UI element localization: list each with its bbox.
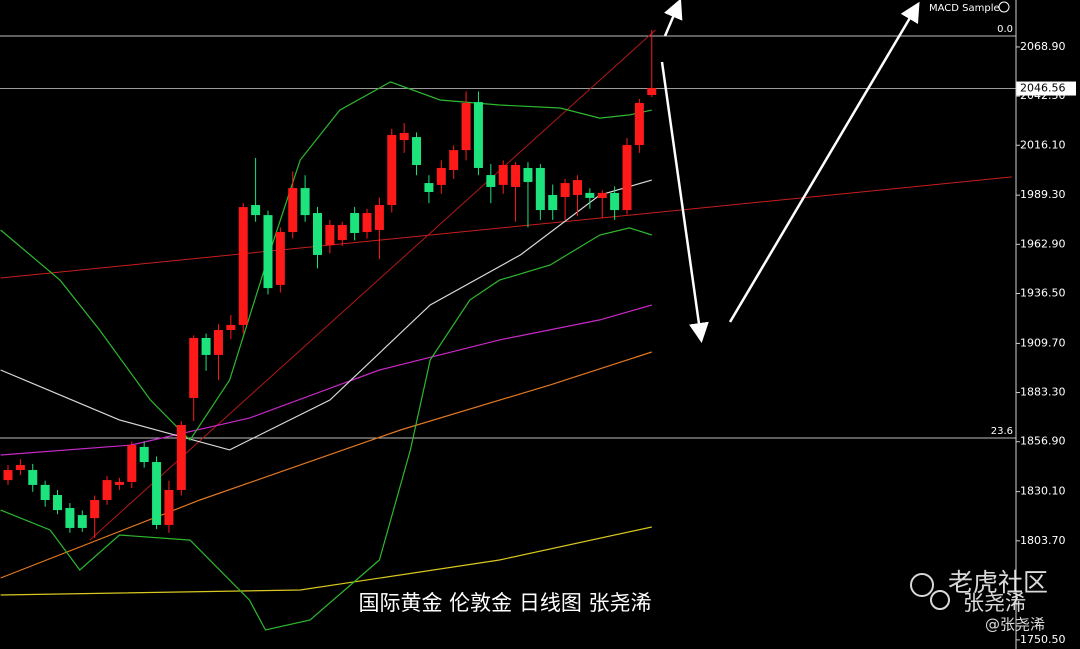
- candle-body: [412, 137, 422, 165]
- candle-body: [461, 102, 471, 151]
- y-tick-label: 1962.90: [1020, 237, 1066, 250]
- y-tick-label: 1936.50: [1020, 286, 1066, 299]
- candle-body: [350, 213, 360, 233]
- candle-body: [436, 167, 446, 185]
- candle-body: [300, 188, 310, 216]
- candle-body: [213, 329, 223, 355]
- watermark-logo: [910, 573, 934, 597]
- y-tick-label: 1909.70: [1020, 336, 1066, 349]
- candle-body: [387, 135, 397, 206]
- candle-body: [597, 192, 607, 198]
- candle-body: [226, 324, 236, 330]
- candle-body: [610, 192, 620, 211]
- chart-title: MACD Sample: [929, 3, 1000, 14]
- y-tick-label: 1750.50: [1020, 633, 1066, 646]
- watermark-logo: [930, 590, 950, 610]
- candle-body: [498, 164, 508, 185]
- candle-body: [362, 213, 372, 233]
- indicator-line: [0, 81, 652, 442]
- indicator-line: [0, 351, 652, 579]
- candle-body: [263, 215, 273, 289]
- watermark: 老虎社区 张尧浠 @张尧浠: [910, 568, 1048, 634]
- candle-body: [449, 150, 459, 171]
- candle-body: [77, 515, 87, 528]
- candle-body: [647, 88, 657, 95]
- arrow: [660, 61, 709, 343]
- arrow: [728, 1, 920, 323]
- candle-body: [53, 494, 63, 511]
- candle-body: [275, 232, 285, 285]
- last-price-label: 2046.56: [1020, 82, 1066, 95]
- candle-body: [634, 102, 644, 146]
- candle-body: [572, 180, 582, 195]
- candle-body: [585, 192, 595, 198]
- candle-body: [139, 446, 149, 463]
- candle-body: [238, 207, 248, 325]
- candle-body: [313, 213, 322, 255]
- y-tick-label: 2068.90: [1020, 40, 1066, 53]
- candle-body: [114, 481, 124, 485]
- candle-body: [189, 338, 199, 398]
- watermark-text: 老虎社区: [948, 568, 1048, 597]
- candle-body: [127, 445, 137, 482]
- candle-body: [90, 500, 100, 519]
- y-tick-label: 1989.30: [1020, 188, 1066, 201]
- caption: 国际黄金 伦敦金 日线图 张尧浠: [358, 591, 651, 615]
- candle-body: [424, 183, 434, 192]
- candle-body: [374, 205, 384, 230]
- level-label: 23.6: [991, 426, 1013, 437]
- candle-body: [337, 224, 347, 241]
- candle-body: [164, 489, 174, 525]
- candle-body: [176, 424, 186, 490]
- candle-body: [325, 224, 335, 246]
- candle-body: [399, 132, 409, 141]
- candle-body: [523, 167, 533, 182]
- y-tick-label: 1830.10: [1020, 485, 1066, 498]
- candle-body: [560, 183, 570, 198]
- candle-body: [102, 480, 112, 501]
- y-tick-label: 1856.90: [1020, 435, 1066, 448]
- candle-body: [288, 188, 298, 233]
- level-label: 0.0: [997, 24, 1013, 35]
- candle-body: [3, 470, 13, 481]
- y-tick-label: 2016.10: [1020, 138, 1066, 151]
- candle-body: [511, 164, 521, 187]
- candle-body: [535, 167, 545, 211]
- candle-body: [65, 508, 75, 528]
- trend-line: [0, 176, 1013, 279]
- indicator-line: [0, 526, 652, 596]
- arrow: [663, 0, 683, 37]
- candle-body: [40, 484, 50, 501]
- watermark-text: @张尧浠: [985, 616, 1045, 634]
- indicator-line: [0, 179, 652, 451]
- candle-body: [622, 145, 632, 211]
- candle-body: [15, 465, 25, 471]
- candle-body: [548, 194, 558, 211]
- y-tick-label: 1803.70: [1020, 534, 1066, 547]
- candle-body: [251, 205, 261, 216]
- y-tick-label: 1883.30: [1020, 386, 1066, 399]
- candle-body: [28, 470, 38, 485]
- candle-body: [473, 102, 483, 168]
- indicator-line: [0, 227, 652, 631]
- plot-layer: 2068.902042.502016.101989.301962.901936.…: [0, 24, 1076, 646]
- candle-body: [201, 338, 211, 355]
- watermark-text: 张尧浠: [963, 591, 1026, 615]
- candle-body: [486, 175, 496, 187]
- last-price-box: [1016, 81, 1076, 96]
- status-icon: [998, 1, 1010, 13]
- candle-body: [152, 462, 162, 525]
